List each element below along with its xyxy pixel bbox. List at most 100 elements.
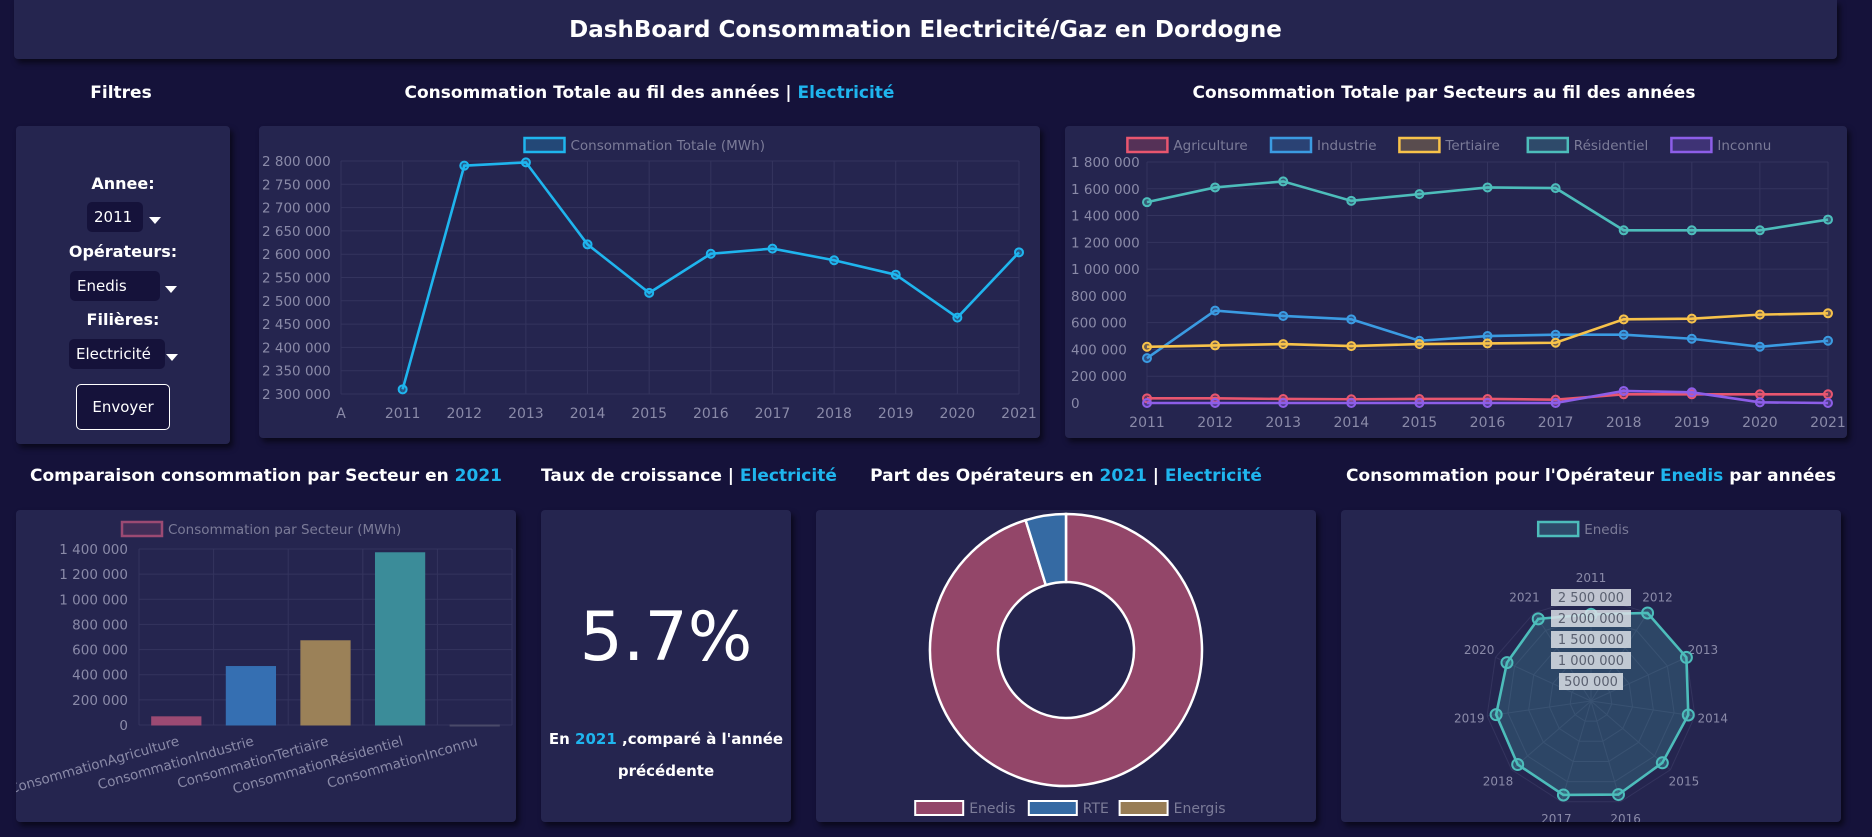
x-tick-label: 2020 [1742,415,1778,431]
operator-select[interactable]: Enedis [70,271,160,301]
radar-point [1531,612,1545,626]
data-point [1686,225,1697,236]
year-chevron-down-icon[interactable] [149,217,161,224]
growth-title-text: Taux de croissance | [541,466,740,486]
data-point [1550,337,1561,348]
radar-tick-bg [1551,610,1631,627]
data-point [1823,335,1833,346]
legend-swatch-0 [523,136,566,154]
radar-ring [1528,637,1654,762]
data-point [1823,398,1833,408]
data-point [1210,305,1221,316]
filiere-chevron-down-icon[interactable] [166,354,178,361]
legend-swatch-3 [1526,136,1570,154]
series-line-inconnu [1147,389,1829,405]
data-point [1482,182,1493,193]
y-tick-label: 1 400 000 [59,542,128,558]
radar-ring [1548,658,1634,742]
radar-tick-bg [1559,673,1623,690]
legend-swatch-1 [1269,136,1313,154]
radar-title-suffix: par années [1723,466,1837,486]
growth-panel: 5.7% En 2021 ,comparé à l'année précédent… [541,510,791,822]
data-point [582,239,593,250]
y-tick-label: 600 000 [1071,316,1127,332]
legend-label-rte: RTE [1083,801,1109,817]
radar-axis-label: 2018 [1483,775,1514,789]
total-chart-title: Consommation Totale au fil des années | … [259,83,1040,103]
share-title-filiere: Electricité [1164,466,1262,486]
radar-title-text: Consommation pour l'Opérateur [1345,466,1660,486]
y-tick-label: 1 600 000 [1071,182,1140,198]
data-point [1618,385,1629,396]
radar-tick-label: 1 500 000 [1558,633,1624,648]
data-point [890,269,901,280]
radar-title: Consommation pour l'Opérateur Enedis par… [1341,466,1841,486]
data-point [1618,225,1629,236]
growth-title: Taux de croissance | Electricité [541,466,837,486]
legend-label-1: Industrie [1317,138,1377,154]
radar-axis-label: 2020 [1464,643,1495,657]
y-tick-label: 2 650 000 [262,224,331,240]
share-title-year: 2021 [1099,466,1147,486]
radar-tick-bg [1551,652,1631,669]
data-point [1346,398,1357,408]
share-title: Part des Opérateurs en 2021 | Electricit… [816,466,1316,486]
data-point [459,160,470,171]
submit-button[interactable]: Envoyer [76,384,170,430]
radar-point [1511,758,1525,772]
data-point [1278,339,1289,350]
radar-point [1641,606,1655,620]
y-tick-label: 800 000 [1071,289,1127,305]
legend-swatch-0 [120,520,164,538]
x-tick-label: 2019 [878,406,914,422]
legend-swatch-rte [1027,800,1078,816]
operator-chevron-down-icon[interactable] [165,286,177,293]
year-select[interactable]: 2011 [87,202,143,232]
data-point [1754,341,1765,352]
sector-consumption-panel: 1 800 000 1 600 000 1 400 000 1 200 000 1 00… [1065,126,1847,438]
data-point [1482,338,1493,349]
legend-label-0: Consommation Totale (MWh) [571,138,765,154]
legend-label-2: Tertiaire [1444,138,1499,154]
radar-ring [1569,679,1613,722]
data-point [1754,309,1765,320]
radar-point [1679,650,1693,664]
radar-spoke [1590,700,1622,802]
legend-label-3: Résidentiel [1574,138,1648,154]
filiere-select[interactable]: Electricité [69,339,165,369]
data-point [1754,225,1765,236]
year-label: Annee: [91,174,155,193]
data-point [1754,397,1765,408]
y-tick-label: 1 000 000 [59,592,128,608]
operator-share-panel: Enedis RTE Energis [816,510,1316,822]
y-tick-label: 1 400 000 [1071,209,1140,225]
data-point [1414,189,1425,200]
legend-swatch-2 [1398,136,1441,154]
radar-spoke [1511,700,1592,771]
x-tick-label: 2019 [1674,415,1710,431]
y-tick-label: 2 300 000 [262,387,331,403]
legend-swatch-0 [1126,136,1169,154]
bar-consommationtertiaire [300,640,351,726]
y-tick-label: 400 000 [72,668,128,684]
data-point [1414,398,1425,408]
y-tick-label: 2 450 000 [262,317,331,333]
growth-caption-prefix: En [548,730,576,748]
bar-consommationrésidentiel [374,552,426,726]
radar-axis-label: 2014 [1697,712,1728,726]
x-tick-label: 2018 [816,406,852,422]
legend-label-4: Inconnu [1717,138,1771,154]
growth-caption-suffix: ,comparé à l'année [616,730,784,748]
sector-bar-chart: 1 400 000 1 200 000 1 000 000 800 000 600 00… [7,520,513,797]
y-tick-label: 2 600 000 [262,247,331,263]
radar-point [1655,756,1669,770]
bar-consommationinconnu [449,724,500,727]
y-tick-label: 200 000 [1071,369,1127,385]
x-tick-label: 2016 [693,406,729,422]
data-point [1346,195,1357,206]
bar-consommationindustrie [225,666,277,726]
radar-axis-label: 2013 [1688,643,1719,657]
x-tick-label: 2017 [755,406,791,422]
radar-point [1611,788,1625,802]
slice-enedis [928,512,1204,788]
